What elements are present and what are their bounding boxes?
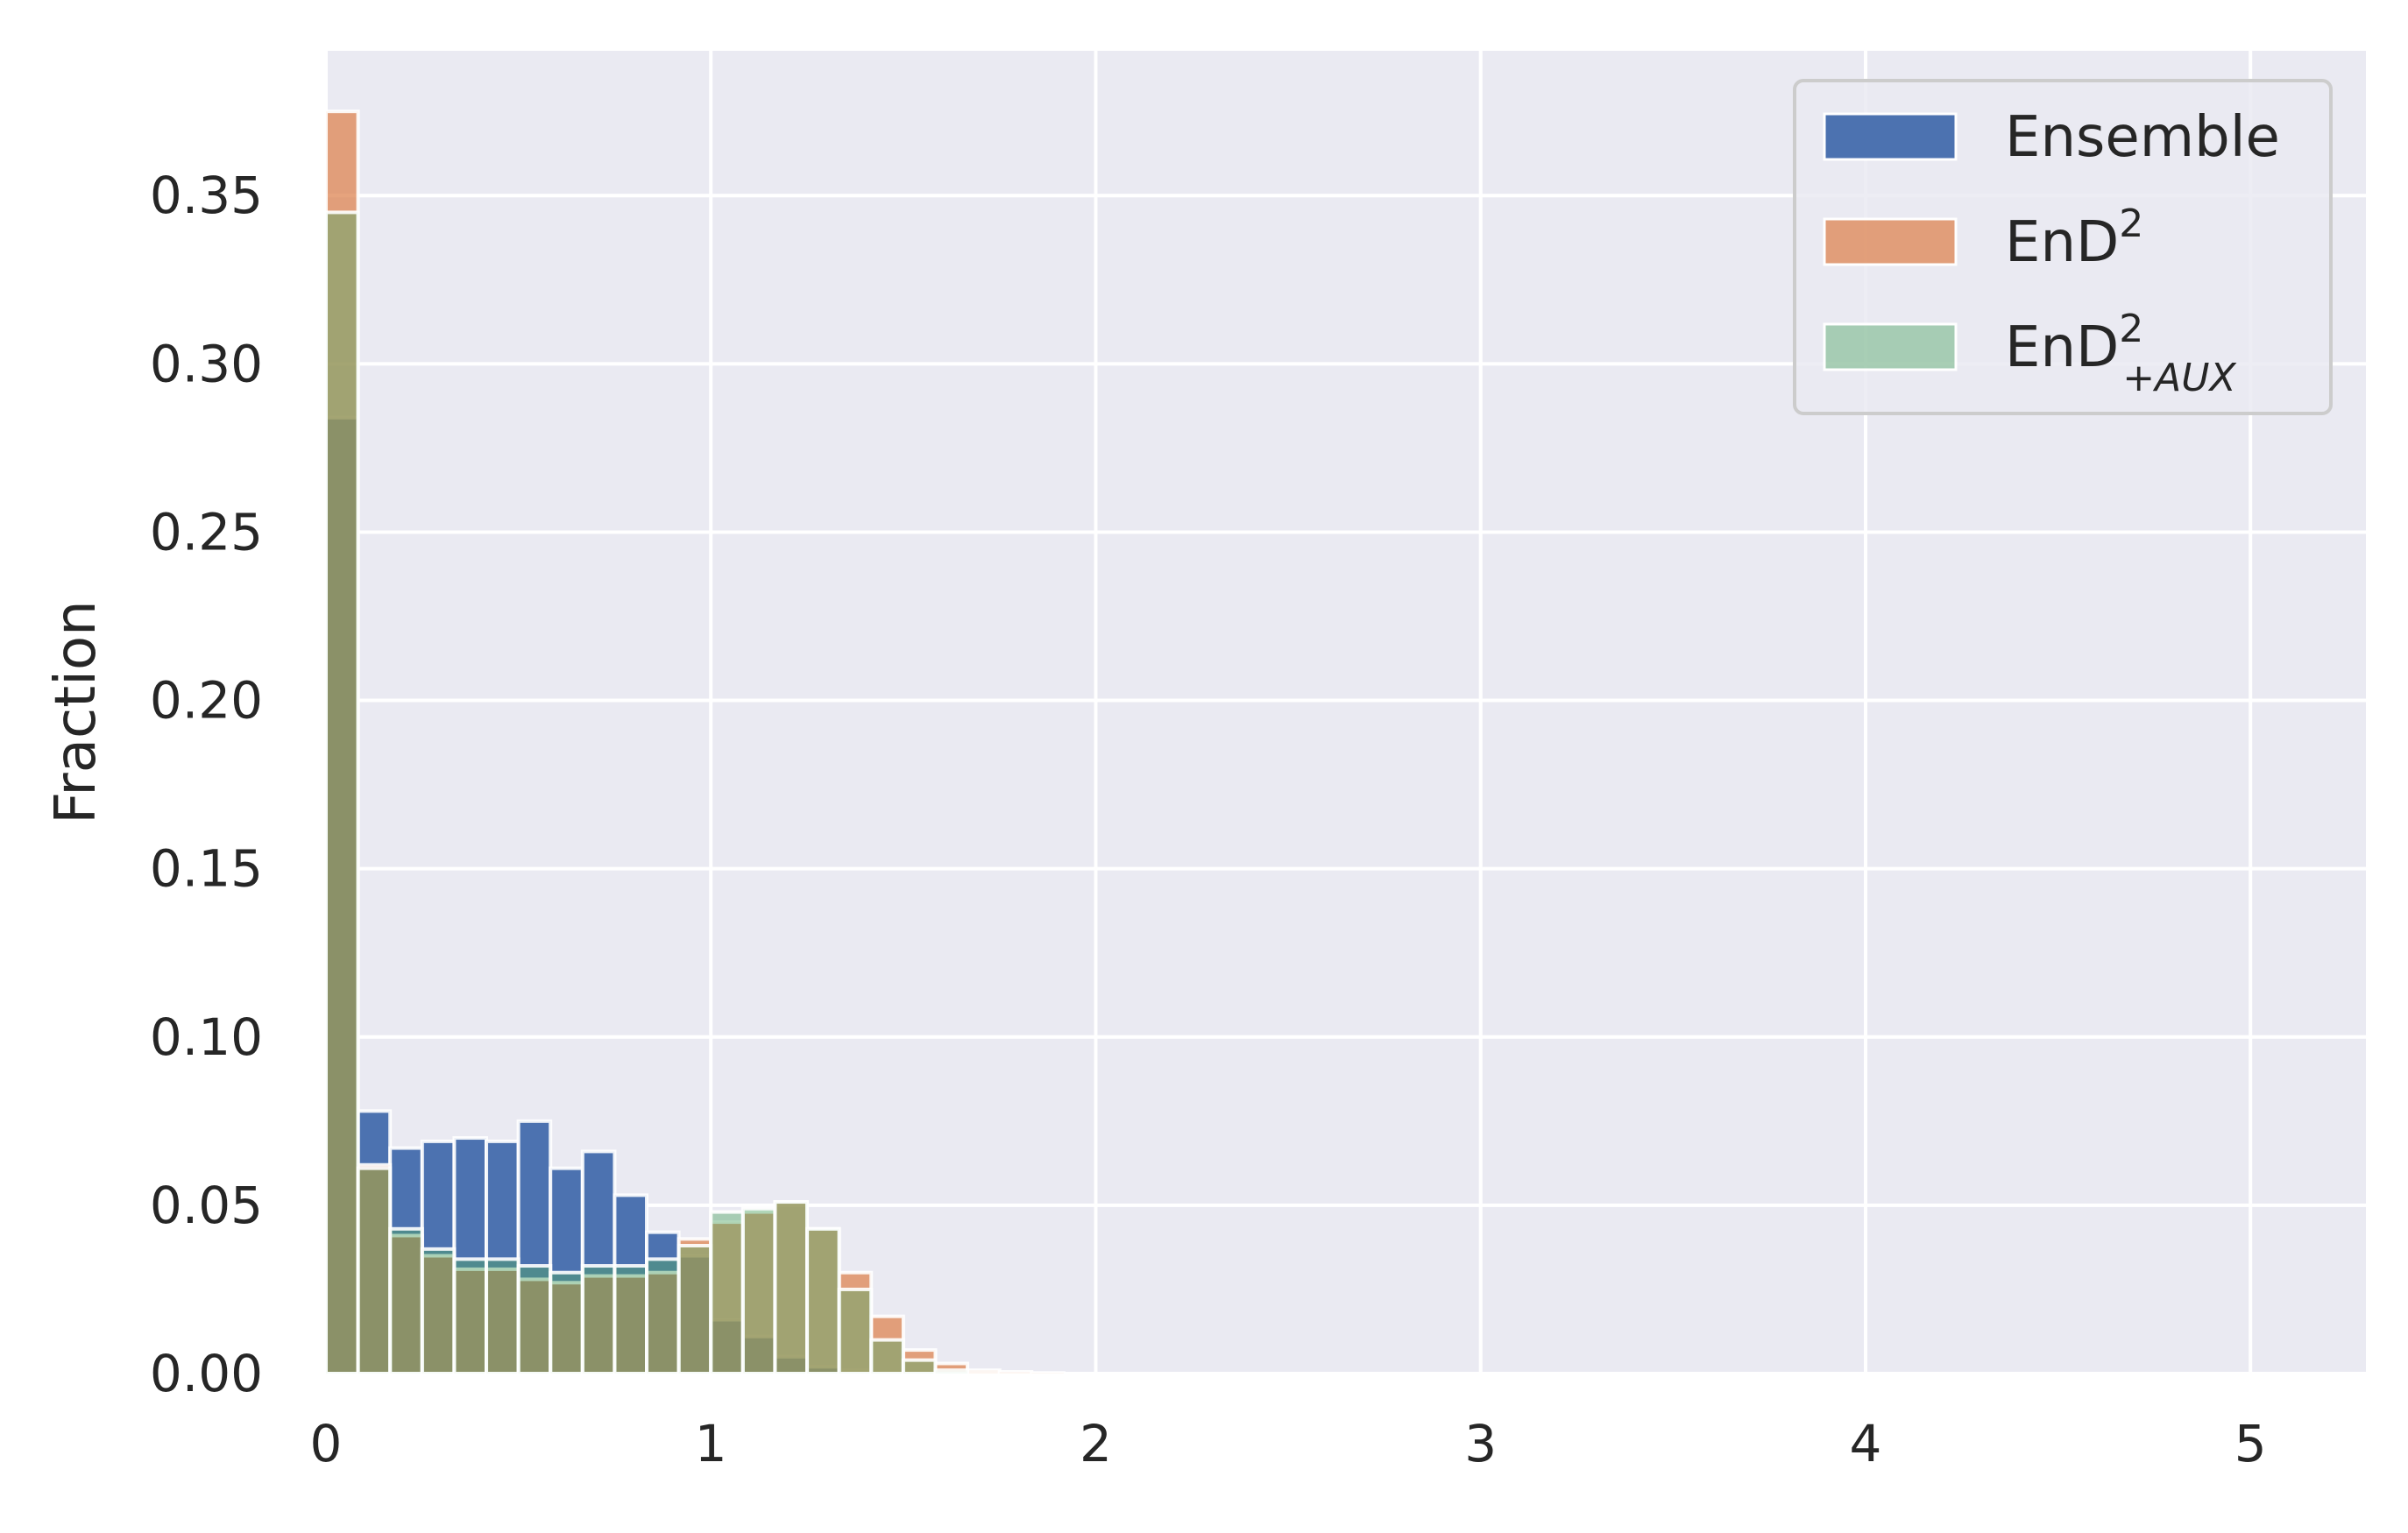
bar: [709, 1210, 745, 1375]
legend-swatch: [1823, 217, 1958, 266]
bar: [1030, 1371, 1066, 1376]
bar: [613, 1264, 649, 1375]
y-tick-label: 0.05: [150, 1176, 263, 1235]
bar: [549, 1270, 584, 1375]
bar: [869, 1338, 905, 1376]
y-tick-label: 0.20: [150, 671, 263, 731]
bar: [645, 1257, 681, 1376]
bar: [324, 210, 360, 1375]
y-tick-label: 0.00: [150, 1344, 263, 1403]
y-axis-ticks: 0.00 0.05 0.10 0.15 0.20 0.25 0.30 0.35: [150, 166, 263, 1403]
legend-label: EnD2 +AUX: [2005, 307, 2236, 400]
legend-label: EnD2: [2005, 201, 2143, 275]
bar: [740, 1206, 777, 1375]
grid: [324, 51, 2366, 1375]
bar: [516, 1264, 553, 1375]
x-tick-label: 1: [695, 1414, 727, 1473]
bar: [901, 1358, 938, 1376]
bar: [580, 1274, 617, 1376]
x-tick-label: 0: [310, 1414, 343, 1473]
bar: [805, 1226, 841, 1375]
legend-swatch: [1823, 322, 1958, 371]
y-axis-label: Fraction: [44, 600, 109, 823]
bar: [420, 1247, 457, 1376]
bar: [997, 1370, 1034, 1375]
y-tick-label: 0.30: [150, 334, 263, 393]
x-tick-label: 3: [1464, 1414, 1497, 1473]
bar: [966, 1368, 1002, 1375]
x-tick-label: 2: [1080, 1414, 1112, 1473]
bar: [452, 1257, 488, 1376]
legend-label-text: EnD: [2005, 315, 2119, 380]
y-tick-label: 0.35: [150, 166, 263, 225]
series-2-bars: [324, 210, 970, 1376]
legend-label-text: Ensemble: [2005, 105, 2280, 170]
y-tick-label: 0.10: [150, 1007, 263, 1067]
bar: [388, 1226, 424, 1375]
bar: [580, 1264, 617, 1375]
legend-box: [1793, 79, 2333, 415]
bar: [676, 1243, 713, 1375]
x-axis-ticks: 0 1 2 3 4 5: [310, 1414, 2267, 1473]
y-tick-label: 0.15: [150, 839, 263, 899]
x-tick-label: 5: [2234, 1414, 2267, 1473]
bar: [485, 1257, 521, 1376]
y-tick-label: 0.25: [150, 502, 263, 562]
legend-label: Ensemble: [2005, 105, 2280, 170]
legend-superscript: 2: [2119, 201, 2143, 246]
legend-label-text: EnD: [2005, 210, 2119, 275]
bar: [933, 1368, 970, 1375]
legend-subscript: +AUX: [2122, 356, 2236, 400]
bar: [356, 1166, 393, 1375]
legend-swatch: [1823, 112, 1958, 161]
legend-superscript: 2: [2119, 307, 2143, 351]
bar: [773, 1200, 810, 1375]
bars: [324, 110, 1066, 1376]
x-tick-label: 4: [1850, 1414, 1882, 1473]
bar: [837, 1287, 874, 1375]
